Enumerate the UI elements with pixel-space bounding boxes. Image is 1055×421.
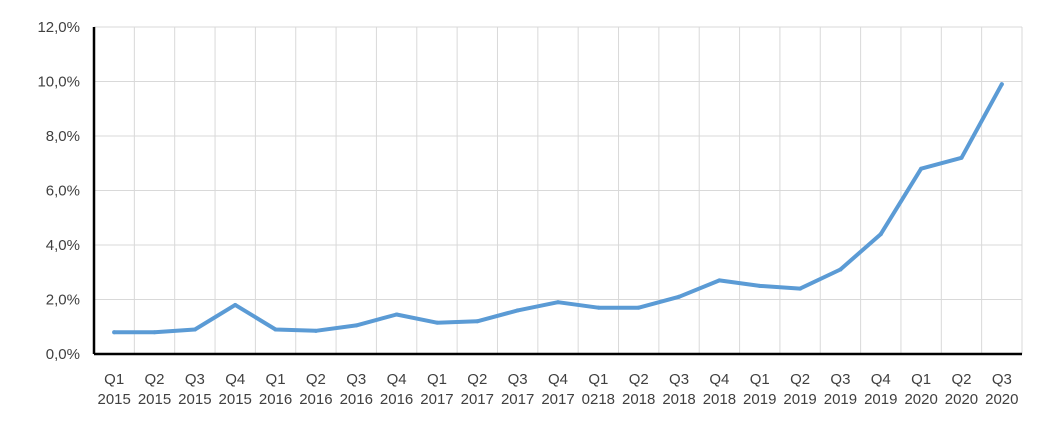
data-point <box>798 286 803 291</box>
data-point <box>233 302 238 307</box>
x-tick-label: Q3 2019 <box>824 371 857 408</box>
x-tick-label: Q1 2017 <box>420 371 453 408</box>
data-point <box>596 305 601 310</box>
x-tick-label: Q2 2020 <box>945 371 978 408</box>
series-line <box>112 82 1004 335</box>
data-point <box>394 312 399 317</box>
data-point <box>677 294 682 299</box>
data-point <box>273 327 278 332</box>
x-tick-label: Q3 2018 <box>662 371 695 408</box>
x-tick-label: Q4 2019 <box>864 371 897 408</box>
x-tick-label: Q1 0218 <box>582 371 615 408</box>
data-point <box>515 308 520 313</box>
x-tick-label: Q4 2018 <box>703 371 736 408</box>
data-point <box>475 319 480 324</box>
data-point <box>838 267 843 272</box>
x-tick-label: Q3 2015 <box>178 371 211 408</box>
gridlines <box>94 26 1023 354</box>
x-tick-label: Q1 2020 <box>904 371 937 408</box>
x-tick-label: Q2 2018 <box>622 371 655 408</box>
x-tick-label: Q4 2017 <box>541 371 574 408</box>
x-tick-label: Q4 2016 <box>380 371 413 408</box>
x-tick-label: Q2 2015 <box>138 371 171 408</box>
y-tick-label: 2,0% <box>46 292 80 309</box>
x-tick-label: Q3 2017 <box>501 371 534 408</box>
data-point <box>434 320 439 325</box>
data-point <box>192 327 197 332</box>
y-axis-tick-labels: 0,0% 2,0% 4,0% 6,0% 8,0% 10,0% 12,0% <box>37 19 80 363</box>
data-point <box>757 283 762 288</box>
x-tick-label: Q2 2019 <box>783 371 816 408</box>
x-tick-label: Q1 2016 <box>259 371 292 408</box>
data-point <box>112 330 117 335</box>
data-point <box>999 82 1004 87</box>
data-point <box>152 330 157 335</box>
x-tick-label: Q1 2015 <box>97 371 130 408</box>
x-tick-label: Q3 2020 <box>985 371 1018 408</box>
y-tick-label: 10,0% <box>37 74 80 91</box>
x-tick-label: Q2 2017 <box>461 371 494 408</box>
data-point <box>919 166 924 171</box>
y-tick-label: 6,0% <box>46 183 80 200</box>
data-point <box>717 278 722 283</box>
x-tick-label: Q1 2019 <box>743 371 776 408</box>
y-tick-label: 0,0% <box>46 346 80 363</box>
x-tick-label: Q2 2016 <box>299 371 332 408</box>
y-tick-label: 12,0% <box>37 19 80 36</box>
data-point <box>878 232 883 237</box>
x-tick-label: Q4 2015 <box>219 371 252 408</box>
x-tick-label: Q3 2016 <box>340 371 373 408</box>
data-point <box>636 305 641 310</box>
y-tick-label: 8,0% <box>46 128 80 145</box>
series-layer <box>112 82 1004 335</box>
data-point <box>313 328 318 333</box>
data-point <box>556 300 560 305</box>
y-tick-label: 4,0% <box>46 237 80 254</box>
data-point <box>354 323 359 328</box>
data-point <box>959 155 964 160</box>
